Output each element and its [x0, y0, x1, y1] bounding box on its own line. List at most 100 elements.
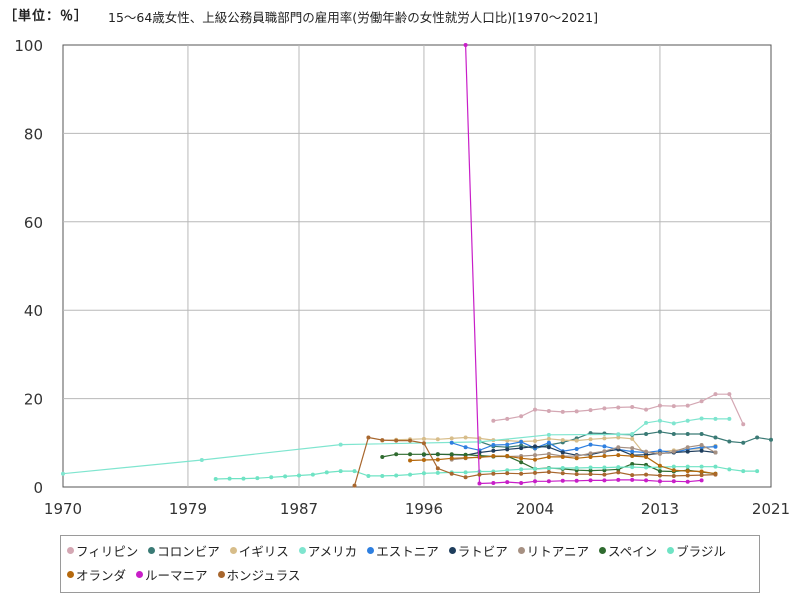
series-3-point: [199, 458, 204, 463]
series-11-point: [408, 438, 413, 443]
series-8-point: [602, 465, 607, 470]
series-3-point: [61, 471, 65, 476]
series-11-point: [657, 473, 662, 478]
series-6-point: [657, 451, 662, 456]
legend-label: スペイン: [607, 544, 658, 559]
y-tick-label: 80: [24, 125, 43, 143]
legend-marker: [67, 571, 74, 578]
series-2-point: [546, 436, 551, 441]
series-0-point: [533, 407, 537, 412]
series-2-point: [574, 438, 579, 443]
series-7-point: [421, 452, 426, 457]
series-5-point: [685, 449, 690, 454]
series-4-point: [713, 444, 718, 449]
series-7-point: [657, 469, 662, 474]
series-10-point: [505, 480, 510, 485]
series-5-point: [519, 446, 524, 451]
series-8-point: [463, 470, 468, 475]
legend-label: オランダ: [76, 568, 127, 583]
series-4-point: [505, 442, 510, 447]
series-2-point: [602, 436, 607, 441]
series-10-point: [519, 481, 524, 486]
series-line-3: [62, 417, 730, 475]
series-8-point: [283, 474, 288, 479]
series-3-point: [699, 416, 704, 421]
series-10-point: [546, 479, 551, 484]
series-8-point: [644, 465, 649, 470]
line-chart: 0 20 40 60 80 100 1970 1979 1987 1996 2004 2013 2021: [14, 37, 790, 518]
series-line-8: [215, 466, 758, 480]
legend-item: ルーマニア: [136, 565, 208, 584]
y-tick-label: 100: [14, 37, 43, 55]
series-11-point: [602, 472, 607, 477]
series-10-point: [630, 477, 635, 482]
series-8-point: [352, 469, 357, 474]
series-6-point: [533, 453, 537, 458]
series-6-point: [699, 443, 704, 448]
series-0-point: [713, 392, 718, 397]
series-9-point: [519, 456, 524, 461]
series-10-point: [574, 478, 579, 483]
series-8-point: [741, 469, 746, 474]
series-8-point: [755, 469, 760, 474]
series-8-point: [533, 466, 537, 471]
series-9-point: [546, 454, 551, 459]
series-11-point: [685, 473, 690, 478]
series-0-point: [685, 403, 690, 408]
series-5-point: [533, 444, 537, 449]
series-9-point: [699, 469, 704, 474]
series-5-point: [505, 447, 510, 452]
legend-item: スペイン: [598, 541, 658, 560]
series-2-point: [435, 437, 440, 442]
series-9-point: [560, 454, 565, 459]
series-9-point: [685, 469, 690, 474]
series-3-point: [630, 431, 635, 436]
series-6-point: [713, 450, 718, 455]
legend-list: フィリピン コロンビア イギリス アメリカ エストニア ラトビア リトアニア スペイン ブラジル…: [67, 541, 755, 584]
chart-title: 15～64歳女性、上級公務員職部門の雇用率(労働年齢の女性就労人口比)[1970…: [108, 10, 598, 25]
series-11-point: [588, 472, 593, 477]
legend-label: リトアニア: [526, 544, 589, 559]
series-1-point: [644, 431, 649, 436]
series-0-point: [630, 404, 635, 409]
series-9-point: [630, 454, 635, 459]
series-2-point: [449, 436, 454, 441]
series-0-point: [699, 399, 704, 404]
series-11-point: [616, 470, 621, 475]
series-9-point: [671, 468, 676, 473]
legend-label: ブラジル: [676, 544, 726, 559]
series-3-point: [713, 416, 718, 421]
chart-legend: フィリピン コロンビア イギリス アメリカ エストニア ラトビア リトアニア スペイン ブラジル…: [60, 535, 760, 593]
series-8-point: [310, 472, 315, 477]
x-tick-label: 2021: [752, 500, 790, 518]
series-5-point: [560, 450, 565, 455]
series-6-point: [588, 451, 593, 456]
series-8-point: [324, 470, 329, 475]
series-4-point: [463, 445, 468, 450]
y-tick-label: 0: [33, 479, 43, 497]
series-9-point: [435, 457, 440, 462]
series-4-point: [588, 442, 593, 447]
x-tick-label: 2013: [641, 500, 679, 518]
series-1-point: [713, 435, 718, 440]
series-9-point: [588, 454, 593, 459]
x-tick-label: 1979: [169, 500, 207, 518]
series-1-point: [685, 431, 690, 436]
series-0-point: [560, 409, 565, 414]
series-8-point: [241, 476, 246, 481]
series-5-point: [491, 448, 496, 453]
series-8-point: [546, 466, 551, 471]
series-10-point: [533, 479, 537, 484]
series-8-point: [671, 464, 676, 469]
series-8-point: [505, 468, 510, 473]
legend-marker: [148, 547, 156, 554]
legend-marker: [298, 547, 306, 554]
series-7-point: [394, 452, 399, 457]
series-11-point: [352, 483, 357, 488]
series-9-point: [602, 454, 607, 459]
series-4-point: [630, 449, 635, 454]
series-8-point: [685, 464, 690, 469]
series-7-point: [408, 452, 413, 457]
unit-label: ［単位：％］: [4, 9, 89, 24]
legend-label: エストニア: [376, 544, 439, 559]
